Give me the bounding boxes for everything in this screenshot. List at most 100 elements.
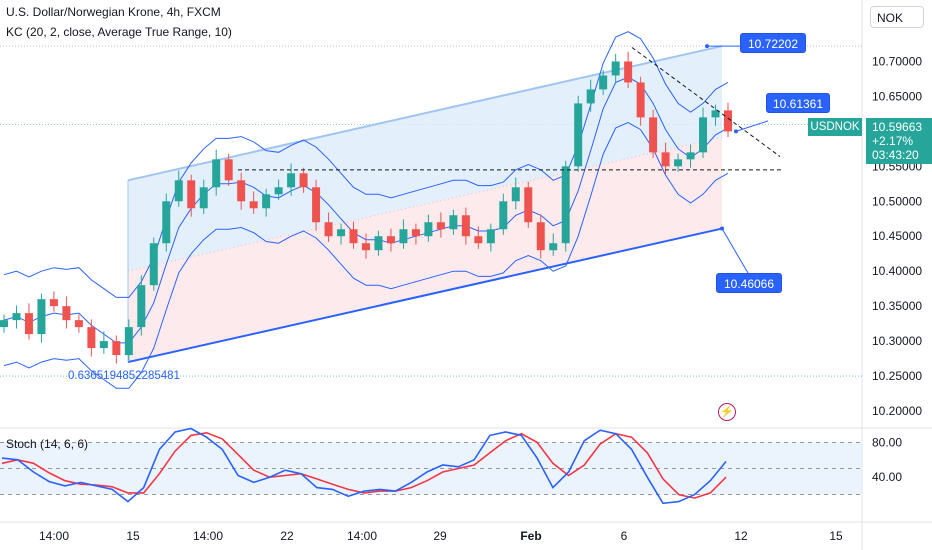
candle-body <box>461 215 470 237</box>
candle-body <box>686 152 695 160</box>
channel-mid-line <box>127 136 723 272</box>
callout-dot-mid <box>734 129 738 134</box>
candle <box>49 291 58 312</box>
candle <box>37 293 46 343</box>
candle-body <box>0 320 8 328</box>
candle-body <box>137 285 146 328</box>
candle <box>362 233 370 259</box>
candle <box>12 305 21 329</box>
candle <box>536 214 545 259</box>
time-tick-label: 6 <box>621 529 628 543</box>
price-tick-label: 10.35000 <box>872 299 922 313</box>
candle-body <box>549 243 558 251</box>
candle <box>511 177 520 210</box>
candle <box>74 314 83 333</box>
candle-body <box>661 152 670 167</box>
stoch-tick-label: 80.00 <box>872 435 902 449</box>
channel-lower-line <box>127 227 723 364</box>
callout-connector-mid <box>735 120 769 132</box>
time-tick-label: 14:00 <box>347 529 377 543</box>
stoch-indicator-label[interactable]: Stoch (14, 6, 6) <box>6 437 89 451</box>
candle <box>99 331 108 354</box>
candle-body <box>724 110 732 132</box>
callout-upper-price[interactable]: 10.72202 <box>740 33 806 53</box>
time-tick-label: Feb <box>520 529 541 543</box>
candle <box>87 319 96 357</box>
candle <box>374 230 383 256</box>
time-tick-label: 15 <box>829 529 843 543</box>
candle-body <box>312 187 321 223</box>
time-tick-label: 14:00 <box>193 529 223 543</box>
callout-dot-lower <box>720 226 724 231</box>
candle <box>599 69 608 96</box>
keltner-lower-band <box>3 122 729 389</box>
price-tick-label: 10.45000 <box>872 229 922 243</box>
candle <box>162 193 171 252</box>
callout-mid-price[interactable]: 10.61361 <box>766 93 830 113</box>
callout-dot-upper <box>705 44 709 49</box>
candle-body <box>536 222 545 251</box>
callout-lower-price[interactable]: 10.46066 <box>716 273 782 293</box>
candle-body <box>174 180 183 202</box>
channel-lower-fill <box>128 137 722 363</box>
candle-body <box>224 159 233 181</box>
candle <box>62 296 71 329</box>
price-tick-label: 10.70000 <box>872 54 922 68</box>
candle-body <box>349 229 358 244</box>
candle-body <box>511 187 520 202</box>
candle <box>399 219 408 249</box>
candle-body <box>586 89 595 104</box>
candle-body <box>299 173 308 188</box>
candle <box>699 107 708 158</box>
candle-body <box>124 327 133 356</box>
candle-body <box>399 229 408 244</box>
candle-body <box>411 229 420 237</box>
candle <box>636 76 645 126</box>
candle <box>324 212 333 242</box>
candle-body <box>599 75 608 90</box>
stoch-d-line <box>1 431 727 499</box>
price-tick-label: 10.65000 <box>872 89 922 103</box>
candle <box>187 174 196 217</box>
time-tick-label: 22 <box>280 529 294 543</box>
candle <box>436 212 445 238</box>
flash-icon[interactable]: ⚡ <box>718 403 736 421</box>
candle <box>349 221 358 249</box>
last-price-value: 10.59663 <box>872 120 923 134</box>
fib-annotation: 0.6365194852285481 <box>68 370 180 382</box>
price-change: +2.17% <box>872 134 914 148</box>
stoch-tick-label: 40.00 <box>872 470 902 484</box>
candle-body <box>649 117 658 153</box>
candle-body <box>62 306 71 321</box>
candle <box>524 181 533 228</box>
candle-body <box>287 173 296 188</box>
candle <box>674 153 683 172</box>
candle <box>224 153 233 186</box>
candle <box>0 314 8 333</box>
candle-body <box>112 341 121 356</box>
chart-title[interactable]: U.S. Dollar/Norwegian Krone, 4h, FXCM <box>6 5 221 19</box>
keltner-indicator-label[interactable]: KC (20, 2, close, Average True Range, 10… <box>6 25 232 39</box>
candle-body <box>274 187 283 195</box>
candle-body <box>424 222 433 237</box>
candle <box>411 223 420 245</box>
channel-upper-fill <box>128 46 722 272</box>
price-tick-label: 10.50000 <box>872 194 922 208</box>
keltner-upper-band <box>3 31 729 298</box>
symbol-badge: USDNOK <box>808 118 862 136</box>
candle <box>724 102 732 137</box>
candle-body <box>324 222 333 237</box>
price-tick-label: 10.25000 <box>872 369 922 383</box>
candle <box>499 193 508 235</box>
candle-body <box>362 243 370 251</box>
candle-body <box>212 159 221 188</box>
candle <box>137 275 146 336</box>
candle <box>299 167 308 193</box>
bar-countdown: 03:43:20 <box>872 148 919 162</box>
currency-selector[interactable]: NOK <box>870 6 924 28</box>
candle <box>711 104 720 126</box>
candle <box>611 53 620 84</box>
candle-body <box>574 103 583 167</box>
